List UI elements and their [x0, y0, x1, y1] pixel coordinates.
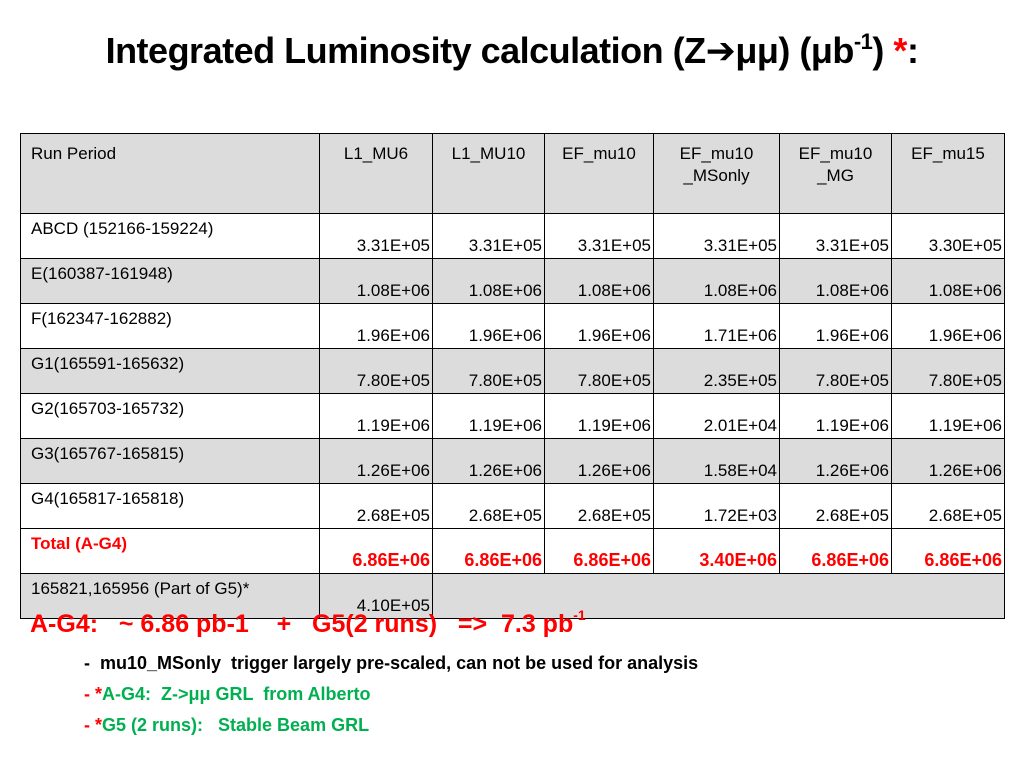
header-ef-mu15: EF_mu15 — [891, 133, 1005, 214]
run-period-cell: G3(165767-165815) — [20, 438, 320, 484]
note-star: * — [95, 684, 103, 704]
note-msonly: - mu10_MSonly trigger largely pre-scaled… — [84, 653, 699, 673]
value-cell: 1.19E+06 — [779, 393, 892, 439]
luminosity-table: Run Period L1_MU6 L1_MU10 EF_mu10 EF_mu1… — [20, 133, 1005, 619]
title-colon: : — [906, 30, 919, 71]
total-value-cell: 6.86E+06 — [432, 528, 545, 574]
value-cell: 1.58E+04 — [653, 438, 780, 484]
note-grl-alberto: - *A-G4: Z->μμ GRL from Alberto — [84, 684, 371, 705]
header-ef-mu10-mg: EF_mu10 _MG — [779, 133, 892, 214]
table-row: G1(165591-165632) 7.80E+05 7.80E+05 7.80E+0… — [20, 348, 1005, 394]
value-cell: 2.35E+05 — [653, 348, 780, 394]
header-ef-mu10-msonly: EF_mu10 _MSonly — [653, 133, 780, 214]
table-row: G2(165703-165732) 1.19E+06 1.19E+06 1.19E+0… — [20, 393, 1005, 439]
value-cell: 1.96E+06 — [779, 303, 892, 349]
value-cell: 2.68E+05 — [544, 483, 654, 529]
summary-superscript: -1 — [573, 607, 586, 623]
note-star: * — [95, 715, 103, 735]
value-cell: 2.01E+04 — [653, 393, 780, 439]
g5-empty-cell — [432, 573, 1005, 619]
value-cell: 2.68E+05 — [319, 483, 433, 529]
header-run-period: Run Period — [20, 133, 320, 214]
table-row: F(162347-162882) 1.96E+06 1.96E+06 1.96E+06… — [20, 303, 1005, 349]
value-cell: 7.80E+05 — [891, 348, 1005, 394]
value-cell: 3.31E+05 — [432, 213, 545, 259]
table-header-row: Run Period L1_MU6 L1_MU10 EF_mu10 EF_mu1… — [20, 133, 1005, 214]
g5-label: 165821,165956 (Part of G5)* — [20, 573, 320, 619]
value-cell: 1.08E+06 — [653, 258, 780, 304]
value-cell: 1.19E+06 — [891, 393, 1005, 439]
total-row: Total (A-G4) 6.86E+06 6.86E+06 6.86E+06 3.40… — [20, 528, 1005, 574]
run-period-cell: E(160387-161948) — [20, 258, 320, 304]
run-period-cell: ABCD (152166-159224) — [20, 213, 320, 259]
run-period-cell: F(162347-162882) — [20, 303, 320, 349]
header-l1-mu6: L1_MU6 — [319, 133, 433, 214]
value-cell: 1.26E+06 — [319, 438, 433, 484]
title-text: Integrated Luminosity calculation (Z — [105, 30, 707, 71]
value-cell: 2.68E+05 — [432, 483, 545, 529]
table-row: E(160387-161948) 1.08E+06 1.08E+06 1.08E+06… — [20, 258, 1005, 304]
title-text-mid: μμ) (μb — [735, 30, 854, 71]
value-cell: 1.08E+06 — [891, 258, 1005, 304]
value-cell: 1.96E+06 — [891, 303, 1005, 349]
title-superscript: -1 — [853, 29, 873, 54]
header-ef-mu10: EF_mu10 — [544, 133, 654, 214]
value-cell: 1.26E+06 — [891, 438, 1005, 484]
value-cell: 1.08E+06 — [544, 258, 654, 304]
arrow-icon: ➔ — [705, 30, 736, 71]
value-cell: 7.80E+05 — [544, 348, 654, 394]
value-cell: 1.96E+06 — [319, 303, 433, 349]
value-cell: 1.71E+06 — [653, 303, 780, 349]
value-cell: 1.19E+06 — [319, 393, 433, 439]
total-value-cell: 6.86E+06 — [319, 528, 433, 574]
value-cell: 7.80E+05 — [319, 348, 433, 394]
value-cell: 1.26E+06 — [779, 438, 892, 484]
summary-text: A-G4: ~ 6.86 pb-1 + G5(2 runs) => 7.3 pb — [30, 610, 574, 638]
note-text: G5 (2 runs): Stable Beam GRL — [102, 715, 370, 735]
note-dash: - — [84, 715, 95, 735]
value-cell: 1.08E+06 — [319, 258, 433, 304]
table-row: G3(165767-165815) 1.26E+06 1.26E+06 1.26E+0… — [20, 438, 1005, 484]
value-cell: 3.31E+05 — [779, 213, 892, 259]
title-star: * — [893, 30, 907, 71]
total-label: Total (A-G4) — [20, 528, 320, 574]
value-cell: 1.08E+06 — [779, 258, 892, 304]
value-cell: 1.26E+06 — [544, 438, 654, 484]
value-cell: 2.68E+05 — [779, 483, 892, 529]
value-cell: 2.68E+05 — [891, 483, 1005, 529]
run-period-cell: G1(165591-165632) — [20, 348, 320, 394]
header-l1-mu10: L1_MU10 — [432, 133, 545, 214]
slide-title: Integrated Luminosity calculation (Z➔μμ)… — [0, 30, 1024, 72]
value-cell: 1.08E+06 — [432, 258, 545, 304]
note-text: A-G4: Z->μμ GRL from Alberto — [102, 684, 371, 704]
value-cell: 1.72E+03 — [653, 483, 780, 529]
summary-line: A-G4: ~ 6.86 pb-1 + G5(2 runs) => 7.3 pb… — [30, 607, 586, 639]
run-period-cell: G4(165817-165818) — [20, 483, 320, 529]
total-value-cell: 3.40E+06 — [653, 528, 780, 574]
value-cell: 1.96E+06 — [544, 303, 654, 349]
table-row: G4(165817-165818) 2.68E+05 2.68E+05 2.68E+0… — [20, 483, 1005, 529]
value-cell: 3.31E+05 — [319, 213, 433, 259]
value-cell: 7.80E+05 — [432, 348, 545, 394]
table-row: ABCD (152166-159224) 3.31E+05 3.31E+05 3.31… — [20, 213, 1005, 259]
total-value-cell: 6.86E+06 — [779, 528, 892, 574]
note-dash: - — [84, 684, 95, 704]
g5-row: 165821,165956 (Part of G5)* 4.10E+05 — [20, 573, 1005, 619]
value-cell: 1.96E+06 — [432, 303, 545, 349]
total-value-cell: 6.86E+06 — [891, 528, 1005, 574]
value-cell: 1.19E+06 — [432, 393, 545, 439]
value-cell: 3.31E+05 — [544, 213, 654, 259]
value-cell: 3.30E+05 — [891, 213, 1005, 259]
value-cell: 3.31E+05 — [653, 213, 780, 259]
value-cell: 7.80E+05 — [779, 348, 892, 394]
total-value-cell: 6.86E+06 — [544, 528, 654, 574]
value-cell: 1.26E+06 — [432, 438, 545, 484]
run-period-cell: G2(165703-165732) — [20, 393, 320, 439]
note-stable-beam: - *G5 (2 runs): Stable Beam GRL — [84, 715, 369, 736]
title-text-post: ) — [872, 30, 894, 71]
value-cell: 1.19E+06 — [544, 393, 654, 439]
